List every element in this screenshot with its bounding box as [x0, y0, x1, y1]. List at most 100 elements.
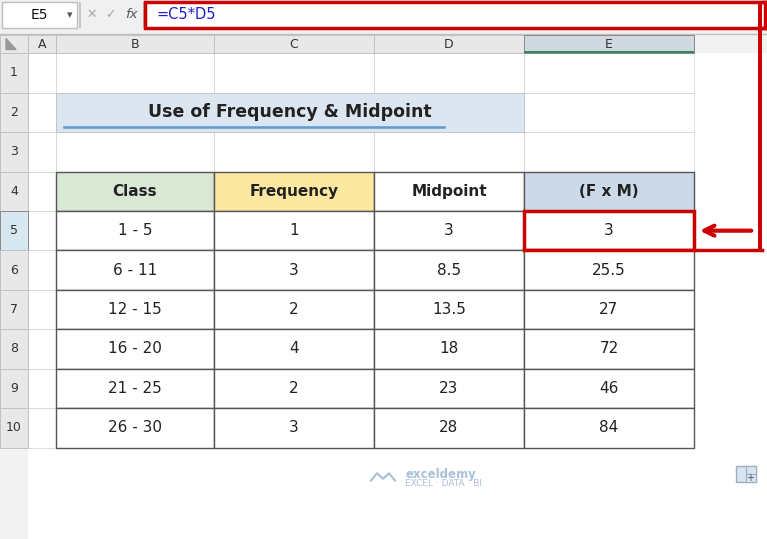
Bar: [214, 369, 374, 408]
Text: 13.5: 13.5: [432, 302, 466, 317]
Bar: [28, 251, 56, 290]
Bar: [524, 132, 694, 171]
Text: C: C: [290, 38, 298, 51]
Bar: [214, 211, 374, 251]
Bar: [374, 329, 524, 369]
Bar: [28, 171, 56, 211]
Bar: [524, 329, 694, 369]
Text: (F x M): (F x M): [579, 184, 639, 199]
Text: 3: 3: [604, 223, 614, 238]
Bar: [374, 211, 524, 251]
Bar: [374, 329, 524, 369]
Bar: [56, 93, 524, 132]
Bar: [28, 53, 56, 93]
Bar: [374, 408, 524, 447]
Text: 18: 18: [439, 342, 459, 356]
Bar: [214, 290, 374, 329]
Bar: [56, 290, 214, 329]
Bar: [374, 408, 524, 447]
Bar: [0, 0, 767, 34]
Bar: [746, 474, 756, 482]
Bar: [374, 211, 524, 251]
Bar: [214, 211, 374, 251]
Text: +: +: [746, 473, 754, 483]
Bar: [524, 251, 694, 290]
Bar: [374, 93, 524, 132]
Text: 84: 84: [599, 420, 619, 436]
Bar: [214, 290, 374, 329]
Text: 23: 23: [439, 381, 459, 396]
Bar: [214, 408, 374, 447]
Bar: [28, 408, 56, 447]
Bar: [56, 211, 214, 251]
Bar: [28, 369, 56, 408]
Bar: [214, 329, 374, 369]
Bar: [0, 93, 28, 132]
Text: exceldemy: exceldemy: [405, 468, 476, 481]
Bar: [56, 329, 214, 369]
Text: B: B: [130, 38, 140, 51]
Bar: [524, 35, 694, 53]
Text: Frequency: Frequency: [249, 184, 338, 199]
Bar: [0, 369, 28, 408]
Bar: [214, 93, 374, 132]
Bar: [524, 51, 694, 53]
Bar: [524, 329, 694, 369]
Text: 1: 1: [289, 223, 299, 238]
Bar: [374, 35, 524, 53]
Text: 6: 6: [10, 264, 18, 277]
Text: 4: 4: [10, 185, 18, 198]
Bar: [145, 2, 765, 27]
Bar: [374, 171, 524, 211]
Bar: [524, 251, 694, 290]
Bar: [56, 53, 214, 93]
Bar: [56, 408, 214, 447]
Text: 7: 7: [10, 303, 18, 316]
Bar: [374, 290, 524, 329]
Bar: [524, 408, 694, 447]
Text: ▾: ▾: [67, 10, 73, 20]
Bar: [524, 93, 694, 132]
Text: A: A: [38, 38, 46, 51]
Text: 1 - 5: 1 - 5: [118, 223, 153, 238]
Bar: [214, 251, 374, 290]
Bar: [524, 369, 694, 408]
Bar: [524, 211, 694, 251]
Text: 2: 2: [289, 302, 299, 317]
Text: 3: 3: [10, 146, 18, 158]
Bar: [524, 408, 694, 447]
Text: 9: 9: [10, 382, 18, 395]
Text: EXCEL · DATA · BI: EXCEL · DATA · BI: [405, 479, 482, 488]
Text: 8: 8: [10, 342, 18, 356]
Bar: [56, 35, 214, 53]
Text: 21 - 25: 21 - 25: [108, 381, 162, 396]
Text: 3: 3: [289, 262, 299, 278]
Text: 26 - 30: 26 - 30: [108, 420, 162, 436]
Bar: [374, 369, 524, 408]
Bar: [0, 132, 28, 171]
Bar: [374, 251, 524, 290]
Bar: [56, 290, 214, 329]
Text: 72: 72: [599, 342, 619, 356]
Bar: [214, 408, 374, 447]
Bar: [214, 53, 374, 93]
Text: ✕: ✕: [87, 8, 97, 21]
Text: 3: 3: [289, 420, 299, 436]
Text: 16 - 20: 16 - 20: [108, 342, 162, 356]
Bar: [56, 93, 214, 132]
Bar: [524, 290, 694, 329]
Bar: [0, 251, 28, 290]
Bar: [214, 132, 374, 171]
Bar: [214, 35, 374, 53]
Bar: [56, 329, 214, 369]
Text: 5: 5: [10, 224, 18, 237]
Text: 46: 46: [599, 381, 619, 396]
Bar: [374, 290, 524, 329]
Bar: [374, 369, 524, 408]
Bar: [143, 2, 144, 27]
Bar: [28, 211, 56, 251]
Bar: [0, 329, 28, 369]
Bar: [214, 171, 374, 211]
Text: 28: 28: [439, 420, 459, 436]
Text: ✓: ✓: [105, 8, 115, 21]
